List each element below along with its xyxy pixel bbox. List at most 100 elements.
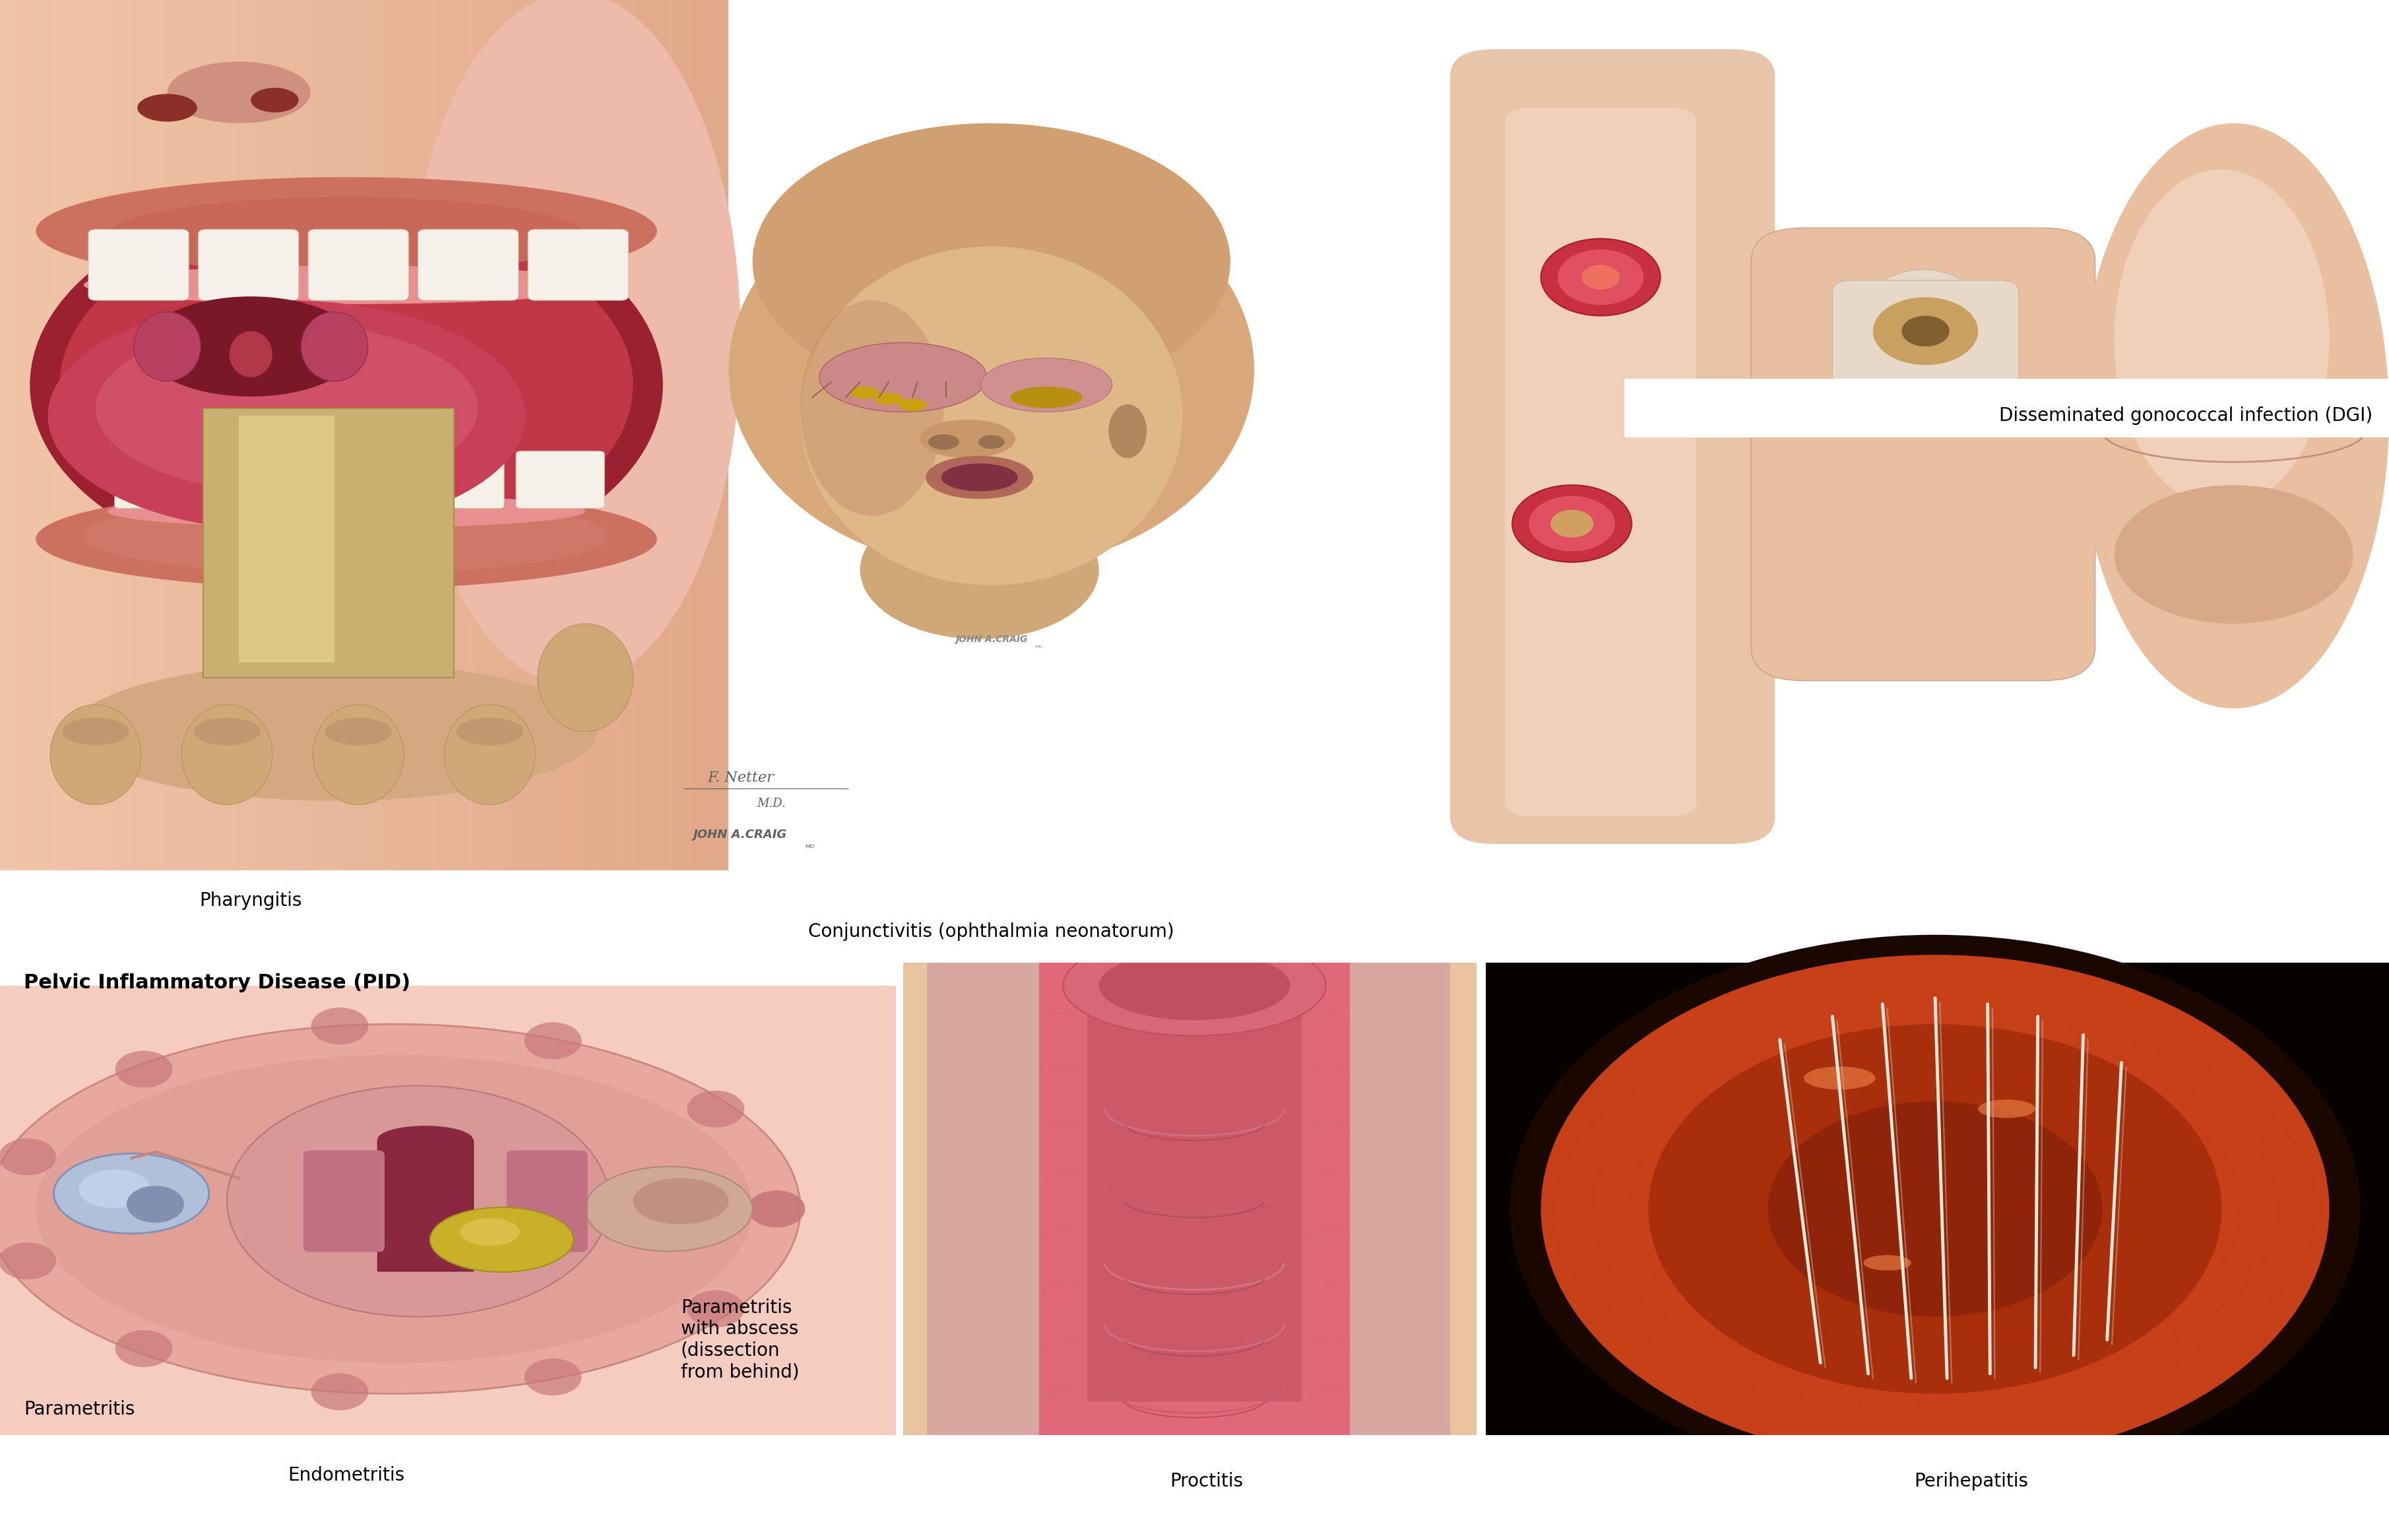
Circle shape	[115, 1050, 172, 1087]
Ellipse shape	[36, 1055, 753, 1363]
FancyBboxPatch shape	[311, 0, 327, 878]
Ellipse shape	[29, 192, 664, 578]
FancyBboxPatch shape	[0, 351, 729, 373]
FancyBboxPatch shape	[91, 0, 110, 878]
FancyBboxPatch shape	[272, 0, 291, 878]
Ellipse shape	[850, 387, 879, 399]
Circle shape	[1529, 496, 1615, 551]
FancyBboxPatch shape	[509, 0, 528, 878]
FancyBboxPatch shape	[506, 1150, 588, 1252]
Ellipse shape	[143, 296, 358, 396]
Circle shape	[1648, 1024, 2222, 1394]
Ellipse shape	[920, 419, 1015, 459]
FancyBboxPatch shape	[416, 451, 504, 508]
Ellipse shape	[2078, 123, 2389, 708]
Ellipse shape	[0, 1024, 800, 1394]
FancyBboxPatch shape	[36, 0, 55, 878]
FancyBboxPatch shape	[0, 417, 729, 439]
Ellipse shape	[313, 705, 404, 804]
Circle shape	[688, 1291, 745, 1327]
FancyBboxPatch shape	[72, 0, 91, 878]
FancyBboxPatch shape	[0, 484, 729, 505]
Text: Perihepatitis: Perihepatitis	[1914, 1472, 2028, 1491]
FancyBboxPatch shape	[55, 0, 72, 878]
FancyBboxPatch shape	[1832, 280, 2019, 420]
FancyBboxPatch shape	[115, 451, 203, 508]
Ellipse shape	[139, 94, 196, 122]
FancyBboxPatch shape	[927, 963, 1070, 1440]
Ellipse shape	[929, 434, 960, 450]
FancyBboxPatch shape	[710, 0, 729, 878]
Circle shape	[0, 1243, 55, 1280]
FancyBboxPatch shape	[418, 229, 518, 300]
FancyBboxPatch shape	[19, 0, 36, 878]
FancyBboxPatch shape	[0, 812, 729, 833]
Ellipse shape	[84, 497, 609, 574]
Text: Pharyngitis: Pharyngitis	[201, 892, 301, 910]
FancyBboxPatch shape	[619, 0, 638, 878]
Text: ᴹᴰ: ᴹᴰ	[805, 844, 815, 853]
Ellipse shape	[36, 177, 657, 285]
Text: JOHN A.CRAIG: JOHN A.CRAIG	[693, 829, 788, 841]
FancyBboxPatch shape	[1481, 0, 2389, 878]
Ellipse shape	[48, 300, 526, 531]
Ellipse shape	[229, 331, 272, 377]
Circle shape	[0, 1138, 55, 1175]
FancyBboxPatch shape	[1625, 379, 2389, 437]
Ellipse shape	[800, 246, 1183, 585]
Ellipse shape	[538, 624, 633, 732]
Ellipse shape	[979, 357, 1113, 411]
FancyBboxPatch shape	[0, 373, 729, 394]
FancyBboxPatch shape	[0, 132, 729, 154]
Polygon shape	[203, 408, 454, 678]
FancyBboxPatch shape	[327, 0, 346, 878]
Text: JOHN A.CRAIG: JOHN A.CRAIG	[956, 634, 1027, 644]
Ellipse shape	[1847, 270, 2002, 424]
FancyBboxPatch shape	[401, 0, 418, 878]
FancyBboxPatch shape	[0, 768, 729, 790]
Ellipse shape	[1085, 388, 1161, 473]
FancyBboxPatch shape	[1087, 986, 1302, 1401]
Ellipse shape	[108, 197, 585, 274]
FancyBboxPatch shape	[418, 0, 437, 878]
FancyBboxPatch shape	[1319, 963, 1450, 1440]
Circle shape	[1550, 510, 1593, 537]
Ellipse shape	[79, 1170, 151, 1207]
FancyBboxPatch shape	[0, 394, 729, 417]
FancyBboxPatch shape	[655, 0, 674, 878]
Ellipse shape	[979, 436, 1003, 450]
Ellipse shape	[1804, 1066, 1875, 1090]
Ellipse shape	[108, 494, 585, 528]
Text: F. Netter: F. Netter	[707, 770, 774, 785]
FancyBboxPatch shape	[0, 439, 729, 460]
Ellipse shape	[1863, 1255, 1911, 1270]
FancyBboxPatch shape	[377, 1140, 473, 1270]
Ellipse shape	[2114, 485, 2353, 624]
Ellipse shape	[167, 62, 311, 123]
FancyBboxPatch shape	[547, 0, 564, 878]
FancyBboxPatch shape	[0, 681, 729, 702]
Circle shape	[523, 1023, 581, 1060]
Circle shape	[748, 1190, 805, 1227]
FancyBboxPatch shape	[0, 963, 896, 1440]
Text: Endometritis: Endometritis	[289, 1466, 404, 1485]
FancyBboxPatch shape	[1039, 963, 1350, 1440]
FancyBboxPatch shape	[1486, 963, 2389, 1440]
Ellipse shape	[96, 323, 478, 493]
Text: Disseminated gonococcal infection (DGI): Disseminated gonococcal infection (DGI)	[2000, 407, 2372, 425]
Circle shape	[127, 1186, 184, 1223]
Ellipse shape	[50, 705, 141, 804]
FancyBboxPatch shape	[0, 570, 729, 593]
FancyBboxPatch shape	[346, 0, 363, 878]
Text: Pelvic Inflammatory Disease (PID): Pelvic Inflammatory Disease (PID)	[24, 973, 411, 992]
FancyBboxPatch shape	[0, 0, 729, 22]
FancyBboxPatch shape	[528, 0, 547, 878]
Ellipse shape	[753, 123, 1230, 400]
FancyBboxPatch shape	[198, 229, 299, 300]
FancyBboxPatch shape	[0, 0, 19, 878]
FancyBboxPatch shape	[315, 451, 404, 508]
FancyBboxPatch shape	[201, 0, 220, 878]
Ellipse shape	[301, 311, 368, 380]
FancyBboxPatch shape	[729, 0, 1481, 878]
Ellipse shape	[53, 1153, 210, 1234]
